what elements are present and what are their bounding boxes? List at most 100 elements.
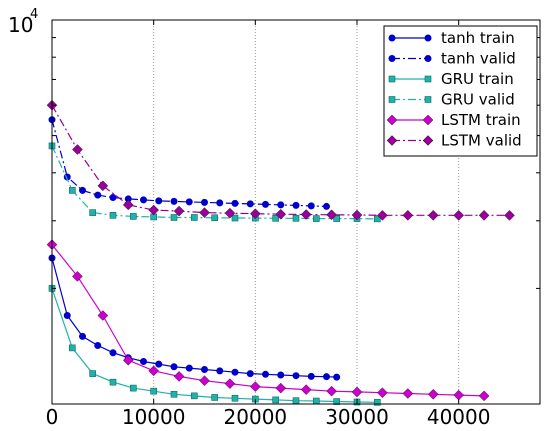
data-point xyxy=(216,367,224,375)
data-point xyxy=(377,387,388,398)
legend-label: GRU valid xyxy=(441,91,515,109)
legend-marker xyxy=(424,75,432,83)
data-point xyxy=(211,394,218,401)
data-point xyxy=(323,202,330,210)
data-point xyxy=(72,144,83,155)
legend-marker xyxy=(424,34,432,42)
data-point xyxy=(69,187,76,194)
data-point xyxy=(402,210,414,221)
data-point xyxy=(326,385,337,397)
data-point xyxy=(307,202,315,210)
data-point xyxy=(201,365,208,373)
series-LSTM-train xyxy=(46,239,490,402)
legend-entry: LSTM train xyxy=(386,111,521,129)
data-point xyxy=(122,199,134,211)
legend-marker xyxy=(422,114,434,126)
data-point xyxy=(231,394,239,402)
data-point xyxy=(148,204,159,216)
data-point xyxy=(170,363,178,371)
legend-marker xyxy=(422,135,434,146)
legend-label: LSTM valid xyxy=(441,132,522,150)
legend-marker xyxy=(424,55,432,62)
data-point xyxy=(374,215,381,223)
data-point xyxy=(211,214,218,222)
data-point xyxy=(150,387,157,395)
data-point xyxy=(250,381,261,392)
y-tick-label-exponent: 4 xyxy=(30,7,38,22)
legend-label: tanh train xyxy=(441,29,515,47)
data-point xyxy=(170,214,178,221)
data-point xyxy=(427,210,439,221)
data-point xyxy=(94,342,102,350)
data-point xyxy=(140,358,147,366)
legend: tanh train tanh valid GRU train GRU valid LS… xyxy=(383,25,538,157)
data-point xyxy=(191,392,198,400)
legend-marker xyxy=(388,55,396,62)
data-point xyxy=(173,205,185,217)
data-point xyxy=(313,215,320,222)
legend-marker xyxy=(388,34,396,42)
data-point xyxy=(277,201,285,209)
data-point xyxy=(216,199,224,207)
data-point xyxy=(374,399,381,406)
data-point xyxy=(427,388,439,400)
data-point xyxy=(351,209,363,221)
data-point xyxy=(250,208,261,219)
data-point xyxy=(313,397,320,405)
data-point xyxy=(185,198,193,206)
series-tanh-valid xyxy=(48,116,330,210)
legend-label: tanh valid xyxy=(441,50,516,68)
data-point xyxy=(170,197,178,205)
data-point xyxy=(155,197,163,205)
data-point xyxy=(292,201,300,209)
data-point xyxy=(478,390,490,402)
data-point xyxy=(201,198,208,206)
data-point xyxy=(185,364,193,372)
x-tick-label: 40000 xyxy=(427,405,491,429)
y-tick-label-base: 10 xyxy=(8,13,33,37)
data-point xyxy=(300,384,312,395)
data-point xyxy=(155,360,163,368)
data-point xyxy=(300,209,312,220)
series-group xyxy=(46,99,515,406)
legend-entry: tanh valid xyxy=(388,50,516,68)
legend-marker xyxy=(388,75,396,83)
series-line xyxy=(51,145,378,220)
series-LSTM-valid xyxy=(46,99,515,221)
data-point xyxy=(199,375,210,386)
x-tick-label: 10000 xyxy=(122,405,186,429)
data-point xyxy=(130,213,137,220)
data-point xyxy=(231,199,239,207)
data-point xyxy=(377,210,388,221)
data-point xyxy=(89,209,96,216)
data-point xyxy=(109,349,117,357)
data-point xyxy=(272,396,279,404)
legend-marker xyxy=(386,135,398,146)
data-point xyxy=(277,371,285,379)
data-point xyxy=(122,354,134,366)
data-point xyxy=(109,212,117,219)
data-point xyxy=(292,397,300,404)
data-point xyxy=(94,191,102,199)
data-point xyxy=(307,372,315,380)
data-point xyxy=(478,210,490,221)
data-point xyxy=(333,373,341,381)
legend-label: LSTM train xyxy=(441,111,521,129)
data-point xyxy=(246,370,254,378)
data-point xyxy=(191,214,198,221)
data-point xyxy=(453,210,464,221)
axis-ticks: 0 10000 20000 30000 40000 xyxy=(46,19,540,429)
x-tick-label: 20000 xyxy=(224,405,288,429)
data-point xyxy=(272,215,279,222)
plot-frame xyxy=(51,19,541,405)
data-point xyxy=(224,207,236,219)
data-point xyxy=(109,193,117,201)
data-point xyxy=(89,370,96,377)
data-point xyxy=(504,210,515,221)
data-point xyxy=(246,200,254,208)
legend-label: GRU train xyxy=(441,70,514,88)
data-point xyxy=(292,372,300,380)
data-point xyxy=(97,310,109,321)
data-point xyxy=(333,215,340,222)
